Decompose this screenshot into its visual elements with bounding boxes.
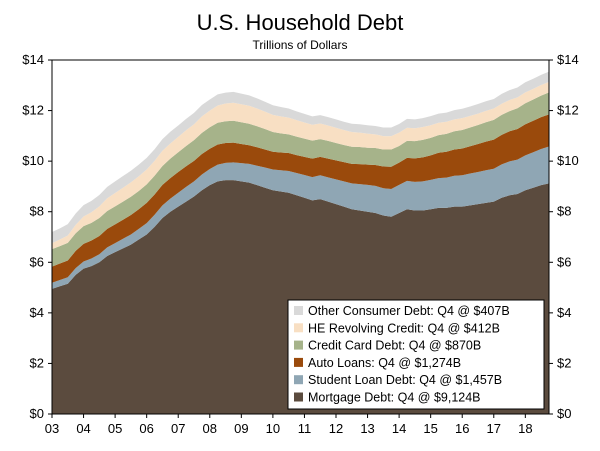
- y-tick-label-left: $8: [30, 204, 44, 219]
- y-tick-label-right: $14: [557, 52, 579, 67]
- area-series-3: [52, 114, 549, 283]
- y-tick-label-left: $4: [30, 305, 44, 320]
- y-tick-label-right: $2: [557, 355, 571, 370]
- x-tick-label: 09: [234, 421, 248, 436]
- area-series-4: [52, 92, 549, 267]
- legend-label: HE Revolving Credit: Q4 @ $412B: [308, 321, 500, 335]
- legend-swatch: [294, 306, 303, 315]
- x-tick-label: 14: [392, 421, 406, 436]
- plot-frame: [51, 59, 550, 415]
- x-tick-label: 08: [203, 421, 217, 436]
- legend-swatch: [294, 375, 303, 385]
- chart-title: U.S. Household Debt: [197, 10, 404, 35]
- area-series-2: [52, 146, 549, 289]
- x-tick-label: 17: [487, 421, 501, 436]
- x-tick-label: 04: [76, 421, 90, 436]
- y-tick-label-left: $0: [30, 406, 44, 421]
- x-tick-label: 07: [171, 421, 185, 436]
- legend-label: Credit Card Debt: Q4 @ $870B: [308, 339, 481, 353]
- y-tick-label-left: $2: [30, 355, 44, 370]
- x-tick-label: 03: [45, 421, 59, 436]
- y-tick-label-right: $8: [557, 204, 571, 219]
- x-tick-label: 18: [518, 421, 532, 436]
- area-series-6: [52, 71, 549, 244]
- y-tick-label-right: $12: [557, 103, 579, 118]
- x-tick-label: 06: [139, 421, 153, 436]
- legend-swatch: [294, 357, 303, 367]
- x-tick-label: 11: [298, 421, 312, 436]
- axes: $0 $0 $2 $2 $4 $4 $6 $6 $8 $8 $10 $10 $12 $12 $14 $14 03…: [22, 52, 578, 436]
- y-tick-label-right: $6: [557, 254, 571, 269]
- y-tick-label-right: $0: [557, 406, 571, 421]
- legend-label: Auto Loans: Q4 @ $1,274B: [308, 356, 461, 370]
- area-series-5: [52, 81, 549, 250]
- y-tick-label-left: $12: [22, 103, 44, 118]
- x-tick-label: 13: [360, 421, 374, 436]
- legend-label: Other Consumer Debt: Q4 @ $407B: [308, 304, 510, 318]
- legend-swatch: [294, 392, 303, 402]
- x-tick-label: 16: [455, 421, 469, 436]
- x-tick-label: 15: [423, 421, 437, 436]
- chart-subtitle: Trillions of Dollars: [253, 38, 348, 52]
- y-tick-label-left: $10: [22, 153, 44, 168]
- x-tick-label: 05: [108, 421, 122, 436]
- legend-label: Student Loan Debt: Q4 @ $1,457B: [308, 373, 502, 387]
- y-tick-label-right: $4: [557, 305, 571, 320]
- legend-box: [287, 299, 545, 410]
- y-tick-label-left: $6: [30, 254, 44, 269]
- legend-swatch: [294, 340, 303, 350]
- legend: Other Consumer Debt: Q4 @ $407B HE Revolv…: [287, 299, 545, 410]
- legend-label: Mortgage Debt: Q4 @ $9,124B: [308, 391, 481, 405]
- x-tick-label: 12: [329, 421, 343, 436]
- y-tick-label-right: $10: [557, 153, 579, 168]
- y-tick-label-left: $14: [22, 52, 44, 67]
- legend-swatch: [294, 323, 303, 333]
- x-tick-label: 10: [266, 421, 280, 436]
